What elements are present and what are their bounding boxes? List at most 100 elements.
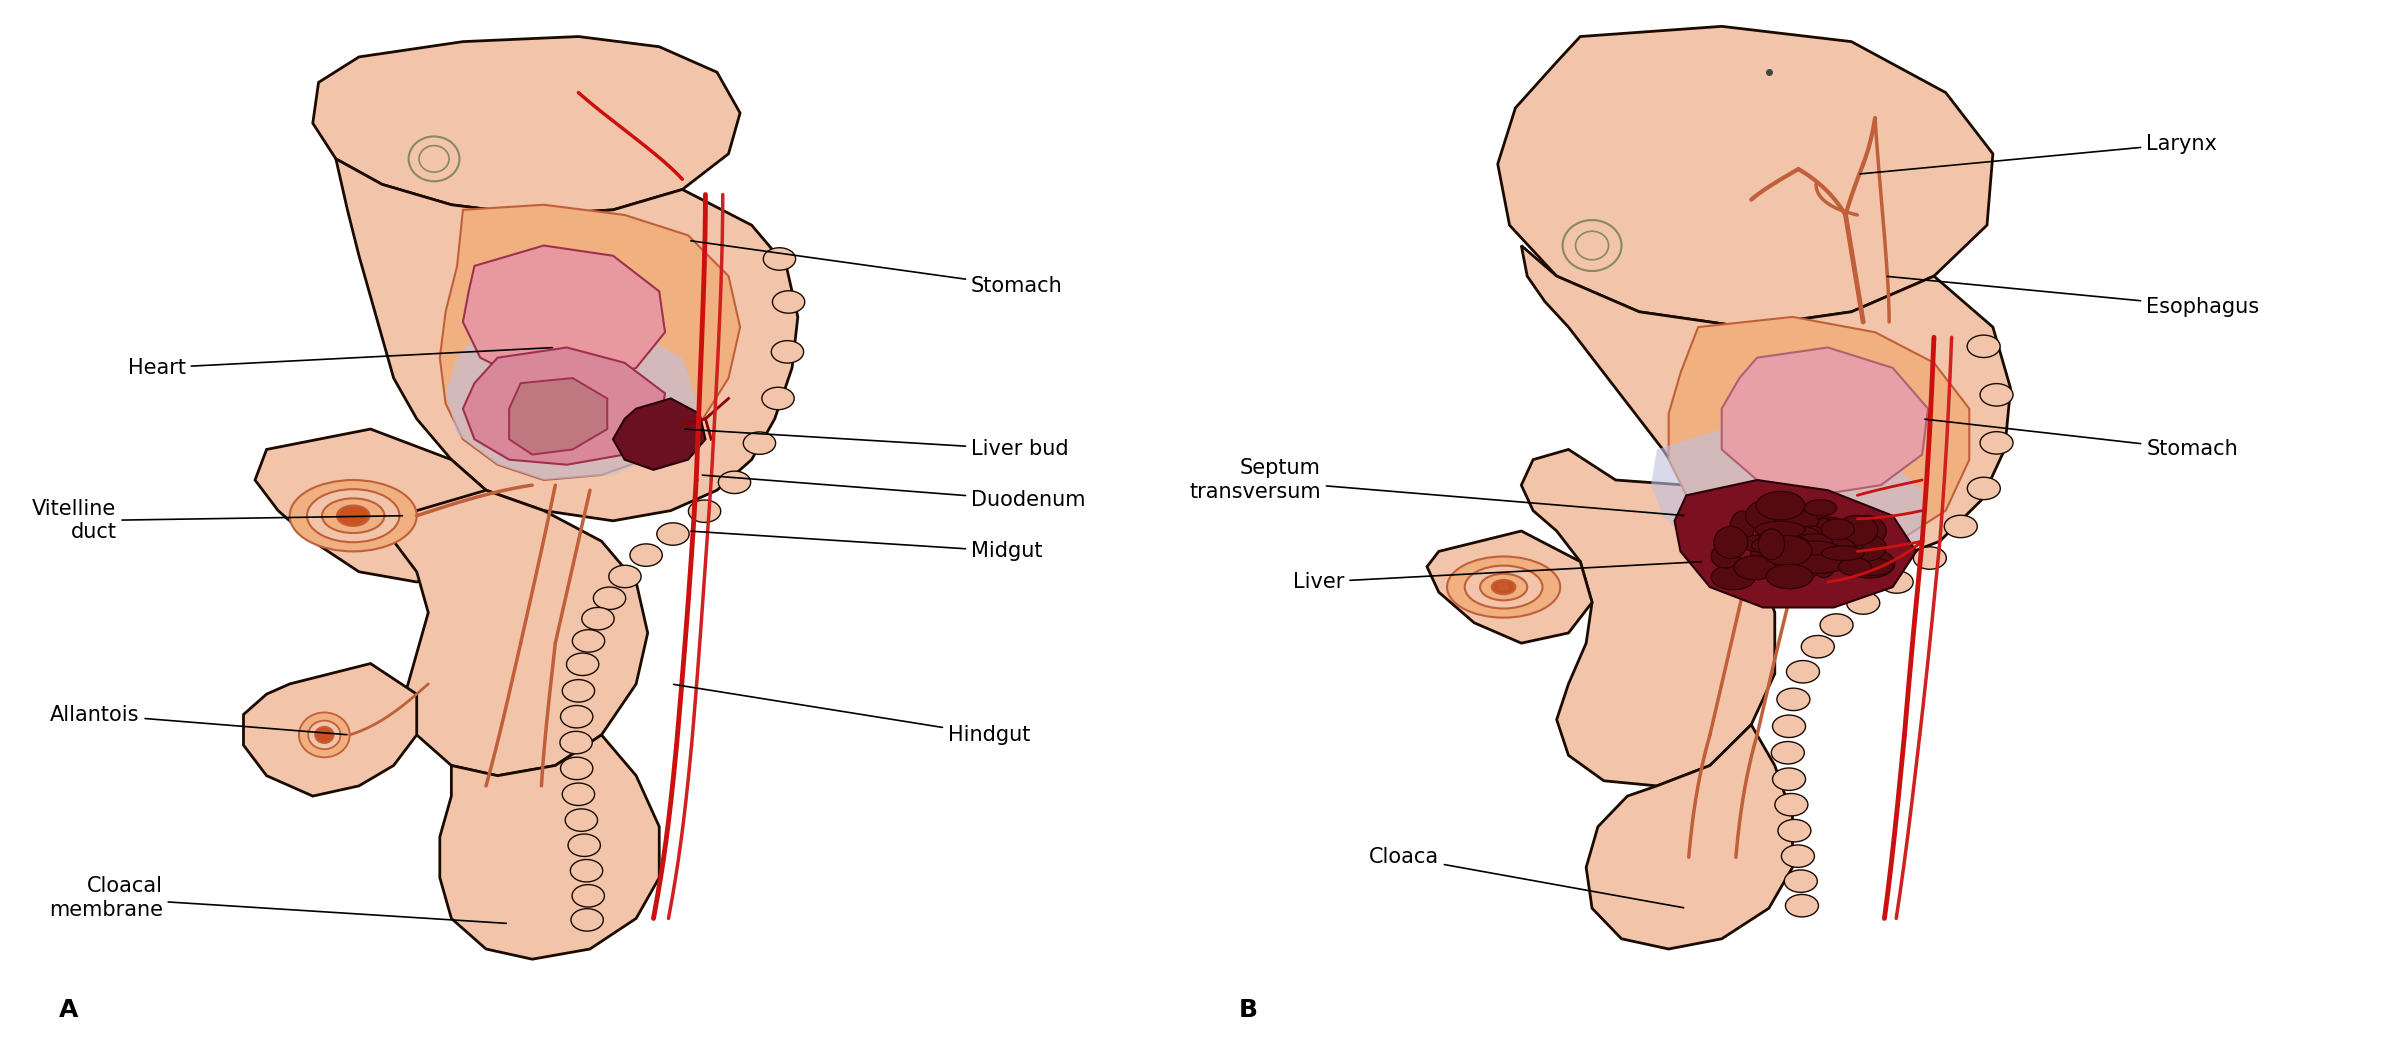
Polygon shape xyxy=(510,378,606,455)
Ellipse shape xyxy=(1913,547,1946,569)
Ellipse shape xyxy=(1773,565,1804,588)
Ellipse shape xyxy=(1756,492,1804,520)
Ellipse shape xyxy=(594,587,626,610)
Ellipse shape xyxy=(1771,741,1804,764)
Ellipse shape xyxy=(1802,635,1833,658)
Ellipse shape xyxy=(570,909,604,931)
Ellipse shape xyxy=(1778,542,1809,559)
Ellipse shape xyxy=(1968,477,1999,499)
Ellipse shape xyxy=(1968,336,1999,358)
Ellipse shape xyxy=(1752,536,1792,554)
Ellipse shape xyxy=(1792,526,1829,554)
Polygon shape xyxy=(440,205,741,480)
Ellipse shape xyxy=(688,500,722,523)
Ellipse shape xyxy=(1804,500,1836,516)
Polygon shape xyxy=(337,159,799,520)
Ellipse shape xyxy=(561,757,592,780)
Ellipse shape xyxy=(1742,535,1766,551)
Polygon shape xyxy=(255,429,486,582)
Ellipse shape xyxy=(568,834,602,856)
Text: B: B xyxy=(1239,998,1258,1022)
Ellipse shape xyxy=(1776,793,1807,816)
Text: Duodenum: Duodenum xyxy=(703,475,1085,511)
Polygon shape xyxy=(1670,316,1971,562)
Ellipse shape xyxy=(1766,532,1800,552)
Circle shape xyxy=(298,713,349,757)
Ellipse shape xyxy=(1768,536,1809,553)
Ellipse shape xyxy=(565,653,599,675)
Ellipse shape xyxy=(1480,573,1528,600)
Ellipse shape xyxy=(1944,515,1978,537)
Ellipse shape xyxy=(308,490,399,543)
Ellipse shape xyxy=(565,809,597,832)
Ellipse shape xyxy=(1831,541,1865,564)
Ellipse shape xyxy=(1754,521,1804,538)
Polygon shape xyxy=(1675,480,1915,607)
Ellipse shape xyxy=(1778,820,1812,842)
Ellipse shape xyxy=(1795,534,1833,553)
Ellipse shape xyxy=(1773,551,1821,581)
Text: Vitelline
duct: Vitelline duct xyxy=(31,499,402,543)
Ellipse shape xyxy=(1812,547,1836,578)
Text: Liver bud: Liver bud xyxy=(686,429,1068,460)
Ellipse shape xyxy=(1836,515,1877,546)
Ellipse shape xyxy=(1768,539,1812,562)
Polygon shape xyxy=(614,398,705,469)
Ellipse shape xyxy=(1812,517,1845,532)
Ellipse shape xyxy=(1790,547,1838,567)
Ellipse shape xyxy=(563,680,594,702)
Ellipse shape xyxy=(322,498,385,533)
Text: AA: AA xyxy=(1497,583,1511,592)
Text: A: A xyxy=(58,998,77,1022)
Ellipse shape xyxy=(1465,566,1542,609)
Ellipse shape xyxy=(1773,715,1804,737)
Polygon shape xyxy=(1521,449,1776,786)
Ellipse shape xyxy=(1759,547,1804,573)
Ellipse shape xyxy=(1747,501,1776,529)
Circle shape xyxy=(315,726,334,743)
Ellipse shape xyxy=(763,388,794,410)
Polygon shape xyxy=(1586,724,1792,949)
Ellipse shape xyxy=(1711,544,1740,568)
Ellipse shape xyxy=(1879,570,1913,594)
Polygon shape xyxy=(440,735,659,959)
Ellipse shape xyxy=(1792,554,1845,573)
Polygon shape xyxy=(243,664,416,796)
Ellipse shape xyxy=(561,705,592,727)
Ellipse shape xyxy=(719,472,751,494)
Text: Larynx: Larynx xyxy=(1860,134,2216,174)
Ellipse shape xyxy=(570,859,602,881)
Ellipse shape xyxy=(1773,526,1821,550)
Ellipse shape xyxy=(1773,509,1819,532)
Ellipse shape xyxy=(772,291,804,313)
Ellipse shape xyxy=(1776,535,1809,551)
Ellipse shape xyxy=(1838,558,1872,576)
Polygon shape xyxy=(1497,27,1992,327)
Ellipse shape xyxy=(1761,535,1812,566)
Ellipse shape xyxy=(1788,661,1819,683)
Ellipse shape xyxy=(1848,592,1879,614)
Text: Cloacal
membrane: Cloacal membrane xyxy=(48,876,505,923)
Ellipse shape xyxy=(573,885,604,907)
Polygon shape xyxy=(313,36,741,215)
Ellipse shape xyxy=(582,607,614,630)
Ellipse shape xyxy=(1752,530,1802,559)
Text: Allantois: Allantois xyxy=(51,704,346,735)
Ellipse shape xyxy=(657,523,688,545)
Ellipse shape xyxy=(1730,511,1754,543)
Text: Hindgut: Hindgut xyxy=(674,684,1030,744)
Ellipse shape xyxy=(337,506,371,526)
Ellipse shape xyxy=(561,732,592,754)
Polygon shape xyxy=(445,316,700,480)
Text: Cloaca: Cloaca xyxy=(1369,847,1684,908)
Ellipse shape xyxy=(1821,546,1865,561)
Ellipse shape xyxy=(1713,527,1747,559)
Ellipse shape xyxy=(1780,845,1814,868)
Ellipse shape xyxy=(1843,549,1896,578)
Ellipse shape xyxy=(1785,894,1819,917)
Text: Septum
transversum: Septum transversum xyxy=(1189,459,1684,515)
Ellipse shape xyxy=(289,480,416,551)
Ellipse shape xyxy=(1788,529,1817,547)
Ellipse shape xyxy=(573,630,604,652)
Ellipse shape xyxy=(1848,558,1894,576)
